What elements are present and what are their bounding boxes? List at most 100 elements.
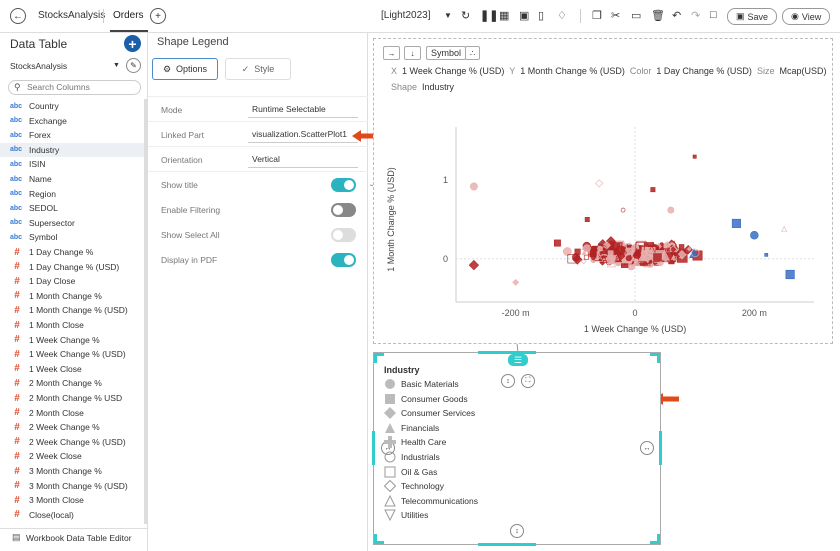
property-value[interactable]: Runtime Selectable bbox=[248, 101, 358, 118]
column-item[interactable]: abc Symbol bbox=[10, 230, 57, 244]
pause-icon[interactable]: ❚❚ bbox=[480, 10, 499, 22]
y-axis-toggle-icon[interactable]: ↓ bbox=[404, 46, 421, 60]
left-edge-handle[interactable] bbox=[372, 431, 375, 465]
resize-corner-top-right[interactable] bbox=[650, 353, 660, 363]
column-item[interactable]: abc Region bbox=[10, 187, 56, 201]
bell-icon[interactable]: ♢ bbox=[557, 10, 567, 22]
column-item[interactable]: #2 Week Change % bbox=[10, 420, 100, 434]
column-item[interactable]: #2 Week Close bbox=[10, 449, 82, 463]
toggle-switch[interactable] bbox=[331, 228, 356, 242]
column-item[interactable]: abc ISIN bbox=[10, 157, 46, 171]
calendar-icon[interactable]: ▣ bbox=[519, 10, 530, 22]
delete-icon[interactable]: 🗑 bbox=[651, 10, 665, 22]
y-mapping-value[interactable]: 1 Month Change % (USD) bbox=[520, 66, 625, 76]
x-axis-toggle-icon[interactable]: → bbox=[383, 46, 400, 60]
column-item[interactable]: #3 Month Close bbox=[10, 493, 84, 507]
legend-item[interactable]: Health Care bbox=[384, 435, 446, 449]
column-item[interactable]: #1 Month Close bbox=[10, 318, 84, 332]
column-list-scrollbar[interactable] bbox=[144, 99, 147, 524]
toggle-switch[interactable] bbox=[331, 178, 356, 192]
add-data-table-plus-icon[interactable]: + bbox=[124, 35, 141, 52]
tab-style[interactable]: ✓ Style bbox=[225, 58, 291, 80]
column-item[interactable]: #1 Month Change % (USD) bbox=[10, 303, 128, 317]
refresh-icon[interactable]: ↻ bbox=[461, 10, 471, 22]
view-button[interactable]: ◉ View bbox=[782, 8, 831, 25]
legend-item[interactable]: Telecommunications bbox=[384, 494, 478, 508]
save-button[interactable]: ▣ Save bbox=[727, 8, 778, 25]
column-item[interactable]: abc Country bbox=[10, 99, 59, 113]
column-item[interactable]: #1 Week Change % (USD) bbox=[10, 347, 125, 361]
legend-item[interactable]: Oil & Gas bbox=[384, 465, 437, 479]
tab-options[interactable]: ⚙ Options bbox=[152, 58, 218, 80]
x-mapping-value[interactable]: 1 Week Change % (USD) bbox=[402, 66, 505, 76]
copy-icon[interactable]: ❐ bbox=[592, 10, 602, 22]
resize-corner-top-left[interactable] bbox=[374, 353, 384, 363]
resize-corner-bottom-left[interactable] bbox=[374, 534, 384, 544]
legend-item[interactable]: Consumer Goods bbox=[384, 392, 468, 406]
fullscreen-icon[interactable]: ⛶ bbox=[521, 374, 535, 388]
column-item[interactable]: abc Supersector bbox=[10, 216, 75, 230]
color-mapping-value[interactable]: 1 Day Change % (USD) bbox=[656, 66, 752, 76]
property-value[interactable]: visualization.ScatterPlot1 bbox=[248, 126, 358, 143]
search-columns-input[interactable] bbox=[27, 82, 137, 92]
plot-area[interactable]: -200 m 0 200 m 1 0 1 Week Change % (USD) 1 Mon… bbox=[374, 39, 832, 343]
add-tab-plus-icon[interactable]: + bbox=[150, 8, 166, 24]
property-value[interactable]: Vertical bbox=[248, 151, 358, 168]
shape-mapping-value[interactable]: Industry bbox=[422, 82, 455, 92]
legend-item[interactable]: Industrials bbox=[384, 450, 440, 464]
column-item[interactable]: # Close(local) bbox=[10, 508, 74, 522]
column-item[interactable]: abc Name bbox=[10, 172, 52, 186]
column-item[interactable]: #2 Month Change % USD bbox=[10, 391, 122, 405]
resize-corner-bottom-right[interactable] bbox=[650, 534, 660, 544]
column-item[interactable]: #3 Month Change % (USD) bbox=[10, 479, 128, 493]
column-item[interactable]: #1 Week Change % bbox=[10, 333, 100, 347]
size-mapping-value[interactable]: Mcap(USD) bbox=[779, 66, 827, 76]
column-item[interactable]: #1 Month Change % bbox=[10, 289, 102, 303]
comment-icon[interactable]: □ bbox=[710, 9, 717, 21]
vertical-resize-icon[interactable]: ↕ bbox=[501, 374, 515, 388]
column-item[interactable]: #2 Month Change % bbox=[10, 376, 102, 390]
shape-legend[interactable]: ☰ ↕ ⛶ ↔ ↔ ↕ Industry Basic MaterialsCons… bbox=[372, 351, 662, 546]
workbook-data-table-editor-link[interactable]: Workbook Data Table Editor bbox=[26, 533, 132, 543]
undo-icon[interactable]: ↶ bbox=[672, 10, 682, 22]
bottom-resize-icon[interactable]: ↕ bbox=[510, 524, 524, 538]
snapshot-icon[interactable]: ▦ bbox=[499, 10, 510, 22]
column-item[interactable]: #2 Week Change % (USD) bbox=[10, 435, 125, 449]
source-dropdown-icon[interactable]: ▼ bbox=[113, 62, 120, 69]
legend-item[interactable]: Consumer Services bbox=[384, 406, 475, 420]
theme-dropdown-icon[interactable]: ▼ bbox=[444, 11, 452, 20]
column-item[interactable]: abc Forex bbox=[10, 128, 51, 142]
legend-item[interactable]: Basic Materials bbox=[384, 377, 459, 391]
edit-pencil-icon[interactable]: ✎ bbox=[126, 58, 141, 73]
right-edge-handle[interactable] bbox=[659, 431, 662, 465]
legend-item[interactable]: Financials bbox=[384, 421, 439, 435]
toggle-switch[interactable] bbox=[331, 203, 356, 217]
data-source-name[interactable]: StocksAnalysis bbox=[10, 61, 68, 71]
column-item[interactable]: abc Industry bbox=[0, 142, 144, 157]
legend-item[interactable]: Utilities bbox=[384, 508, 428, 522]
tab-orders[interactable]: Orders bbox=[113, 10, 144, 21]
back-arrow-icon[interactable]: ← bbox=[10, 8, 26, 24]
column-item[interactable]: #1 Day Change % (USD) bbox=[10, 260, 119, 274]
scatter-plot[interactable]: → ↓ Symbol ∴ X 1 Week Change % (USD) Y 1… bbox=[373, 38, 833, 344]
bookmark-icon[interactable]: ▯ bbox=[538, 10, 545, 22]
drag-handle-icon[interactable]: ☰ bbox=[508, 354, 528, 366]
column-item[interactable]: #2 Month Close bbox=[10, 406, 84, 420]
tab-stocksanalysis[interactable]: StocksAnalysis bbox=[38, 10, 106, 21]
right-resize-icon[interactable]: ↔ bbox=[640, 441, 654, 455]
column-item[interactable]: #1 Week Close bbox=[10, 362, 82, 376]
column-item[interactable]: abc Exchange bbox=[10, 114, 67, 128]
scatter-icon[interactable]: ∴ bbox=[465, 46, 480, 60]
redo-icon[interactable]: ↷ bbox=[691, 10, 701, 22]
search-columns-box[interactable]: ⚲ bbox=[8, 80, 141, 95]
column-item[interactable]: #1 Day Close bbox=[10, 274, 75, 288]
bottom-edge-handle[interactable] bbox=[478, 543, 536, 546]
column-item[interactable]: abc SEDOL bbox=[10, 201, 58, 215]
theme-name[interactable]: [Light2023] bbox=[381, 10, 431, 21]
toggle-switch[interactable] bbox=[331, 253, 356, 267]
paste-icon[interactable]: ▭ bbox=[631, 10, 642, 22]
column-item[interactable]: #3 Month Change % bbox=[10, 464, 102, 478]
cut-icon[interactable]: ✂ bbox=[611, 10, 621, 22]
top-edge-handle[interactable] bbox=[478, 351, 536, 354]
column-item[interactable]: #1 Day Change % bbox=[10, 245, 93, 259]
